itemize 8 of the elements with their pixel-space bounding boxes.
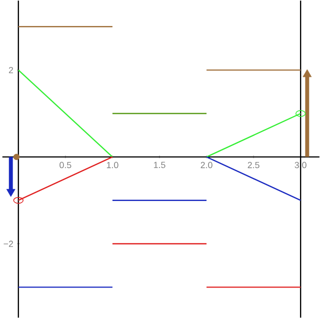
x-tick-label: 2.5 [248, 162, 260, 168]
x-tick-label: 2.0 [200, 162, 212, 168]
point [13, 154, 20, 160]
y-tick-label: 2 [8, 66, 13, 74]
x-tick-label: 0.5 [60, 162, 72, 168]
y-tick-label: −2 [4, 240, 13, 247]
x-tick-label: 1.0 [106, 162, 118, 168]
x-tick-label: 1.5 [154, 162, 166, 168]
